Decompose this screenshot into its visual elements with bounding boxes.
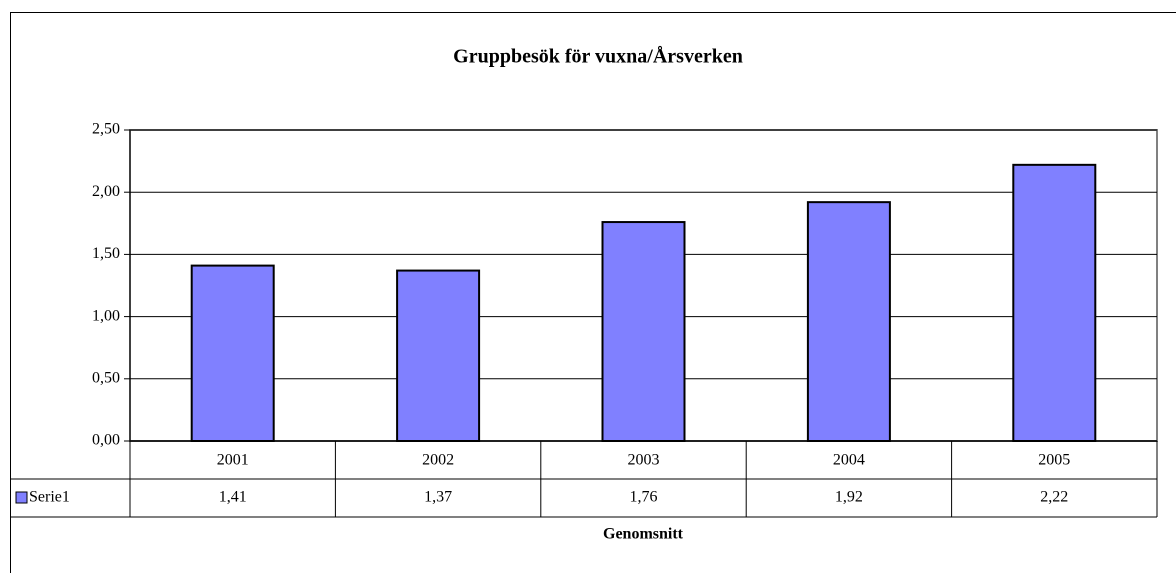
x-tick-label: 2002	[422, 452, 454, 469]
table-value: 1,92	[835, 489, 863, 506]
x-tick-label: 2005	[1038, 452, 1070, 469]
table-value: 1,76	[630, 489, 658, 506]
bar	[1012, 163, 1097, 442]
legend-label: Serie1	[29, 489, 70, 506]
x-tick-label: 2004	[833, 452, 865, 469]
x-tick-label: 2003	[628, 452, 660, 469]
legend-key	[15, 491, 28, 504]
bar	[806, 201, 891, 442]
bar	[396, 269, 481, 442]
y-tick-label: 2,00	[92, 183, 120, 200]
y-tick-label: 1,50	[92, 245, 120, 262]
y-tick-label: 1,00	[92, 307, 120, 324]
table-value: 1,37	[424, 489, 452, 506]
bar	[190, 264, 275, 443]
table-value: 1,41	[219, 489, 247, 506]
y-tick-label: 0,50	[92, 369, 120, 386]
table-value: 2,22	[1040, 489, 1068, 506]
y-tick-label: 2,50	[92, 121, 120, 138]
bar	[601, 221, 686, 442]
chart-title: Gruppbesök för vuxna/Årsverken	[453, 45, 743, 68]
x-axis-label: Genomsnitt	[603, 526, 684, 543]
y-tick-label: 0,00	[92, 432, 120, 449]
x-tick-label: 2001	[217, 452, 249, 469]
